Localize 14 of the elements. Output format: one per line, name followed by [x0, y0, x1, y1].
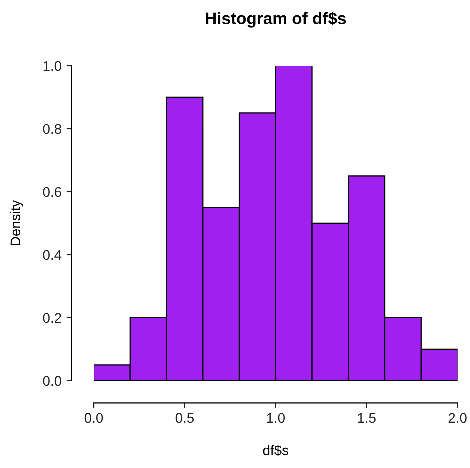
y-axis-title: Density [10, 200, 24, 246]
x-tick-label: 2.0 [448, 413, 467, 424]
x-axis-title: df$s [263, 445, 289, 456]
y-tick-label: 0.2 [43, 313, 62, 324]
y-tick-label: 0.4 [43, 250, 62, 260]
x-tick-label: 0.5 [176, 413, 194, 424]
x-tick-label: 1.0 [267, 413, 285, 424]
y-tick-label: 0.8 [43, 124, 62, 134]
y-tick-label: 0.6 [43, 187, 62, 198]
y-tick-label: 1.0 [44, 61, 62, 72]
y-tick-label: 0.0 [43, 376, 62, 386]
x-tick-label: 0.0 [84, 413, 104, 424]
x-tick-label: 1.5 [358, 413, 376, 424]
chart-title: Histogram of df$s [206, 12, 346, 28]
